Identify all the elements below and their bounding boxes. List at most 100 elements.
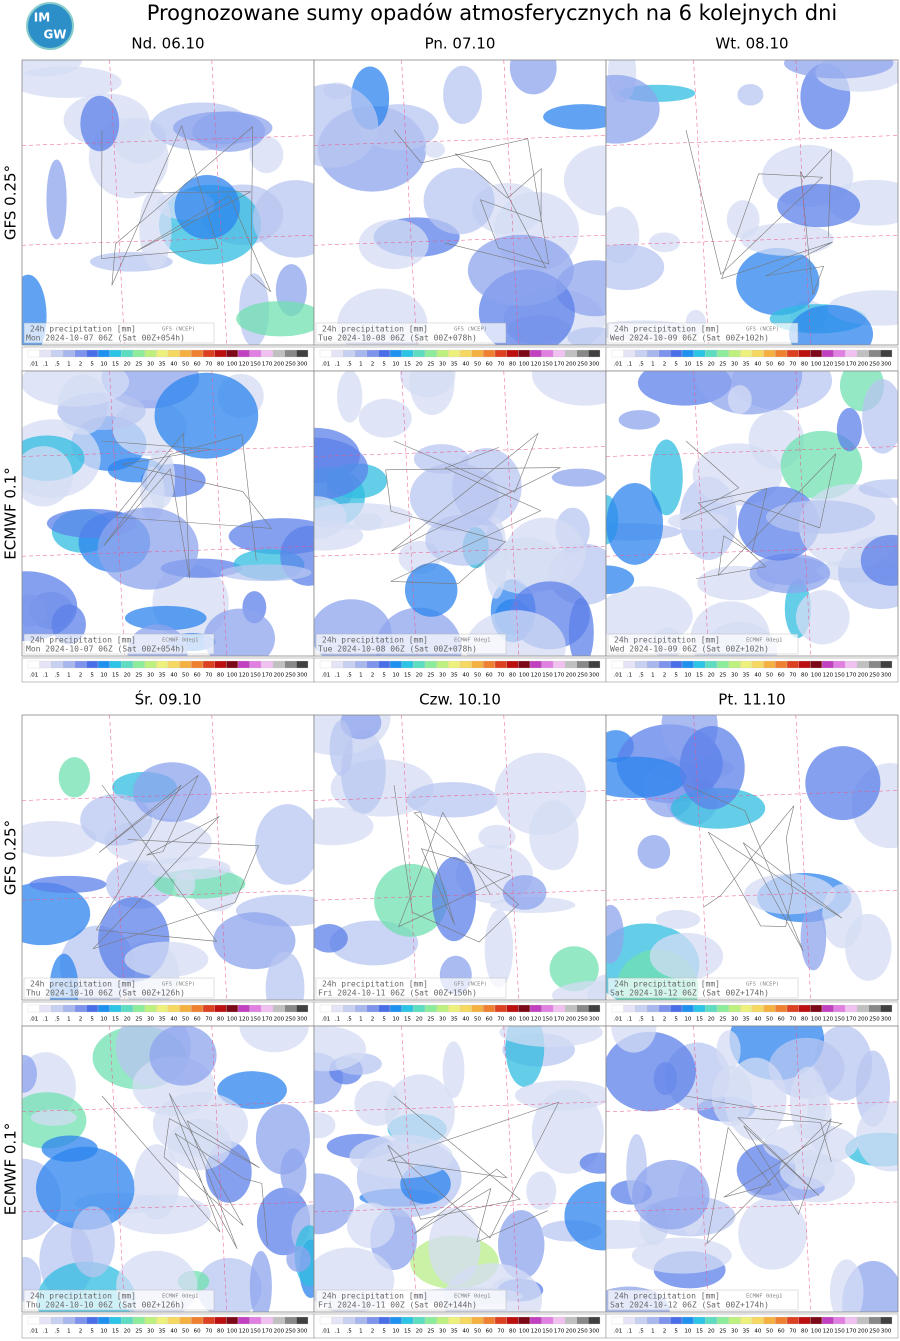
caption-source: ECMWF 0deg1 [162, 1294, 198, 1300]
caption-title: 24h precipitation [mm] [322, 980, 428, 989]
colorbar-cell [821, 349, 834, 358]
colorbar-label: 40 [462, 1017, 469, 1023]
colorbar-cell [284, 349, 297, 358]
colorbar-cell [518, 1004, 531, 1013]
colorbar-cell [97, 1004, 110, 1013]
precip-area [631, 1237, 732, 1274]
colorbar-cell [658, 349, 671, 358]
colorbar-label: 50 [182, 362, 189, 368]
graticule [795, 371, 812, 656]
colorbar-cell [868, 1004, 881, 1013]
precip-area [727, 385, 752, 414]
colorbar-label: 10 [392, 1329, 399, 1335]
map-panel: 24h precipitation [mm] GFS (NCEP)Sat 2024… [605, 714, 899, 1027]
caption-title: 24h precipitation [mm] [30, 636, 136, 645]
colorbar-cell [693, 660, 706, 669]
colorbar-cell [494, 1004, 507, 1013]
colorbar-label: 2 [371, 1017, 375, 1023]
colorbar-label: .1 [627, 1017, 632, 1023]
colorbar-label: 60 [194, 1017, 201, 1023]
precip-area [765, 500, 876, 534]
colorbar-cell [681, 1004, 694, 1013]
colorbar-label: 150 [834, 362, 845, 368]
colorbar-cell [553, 1316, 566, 1325]
colorbar-cell [86, 1316, 99, 1325]
colorbar-cell [576, 1004, 589, 1013]
colorbar-cell [272, 349, 285, 358]
precip-area [384, 1074, 455, 1151]
colorbar-cell [646, 1004, 659, 1013]
colorbar-label: 1 [67, 673, 71, 679]
colorbar-label: 1 [67, 362, 71, 368]
colorbar-label: 250 [577, 362, 588, 368]
colorbar-label: .5 [347, 1017, 353, 1023]
colorbar-label: .1 [43, 362, 48, 368]
colorbar-label: 60 [486, 1017, 493, 1023]
colorbar-label: 80 [801, 1017, 808, 1023]
colorbar-label: 35 [159, 1329, 166, 1335]
precip-area [529, 800, 579, 871]
precip-area [738, 1197, 808, 1270]
precip-area [514, 1080, 606, 1111]
precip-area [567, 327, 606, 345]
colorbar-cell [786, 349, 799, 358]
colorbar-label: 15 [696, 1017, 703, 1023]
colorbar-label: 120 [531, 673, 542, 679]
colorbar-label: 25 [135, 673, 142, 679]
colorbar-label: 80 [509, 362, 516, 368]
colorbar-label: 10 [684, 362, 691, 368]
colorbar-cell [62, 349, 75, 358]
colorbar-cell [564, 1316, 577, 1325]
colorbar-label: 5 [90, 1329, 94, 1335]
colorbar-label: 120 [531, 1329, 542, 1335]
colorbar-label: .01 [29, 1017, 38, 1023]
colorbar-cell [97, 1316, 110, 1325]
precip-area [22, 821, 97, 857]
country-border [101, 1093, 268, 1250]
colorbar-label: 30 [147, 1017, 154, 1023]
colorbar-cell [424, 660, 437, 669]
precip-area [749, 553, 831, 594]
caption-title: 24h precipitation [mm] [30, 325, 136, 334]
colorbar-label: 100 [811, 362, 822, 368]
colorbar-label: 50 [766, 362, 773, 368]
colorbar-label: .5 [55, 362, 61, 368]
colorbar-cell [156, 1004, 169, 1013]
colorbar-cell [716, 349, 729, 358]
colorbar-cell [378, 349, 391, 358]
colorbar-cell [319, 349, 332, 358]
colorbar-label: 300 [881, 1329, 892, 1335]
caption-box [315, 322, 507, 344]
graticule [401, 1026, 417, 1312]
colorbar-label: 10 [684, 673, 691, 679]
colorbar-label: 10 [684, 1017, 691, 1023]
colorbar-label: 70 [205, 362, 212, 368]
colorbar-label: 10 [392, 362, 399, 368]
colorbar-cell [249, 349, 262, 358]
precip-area [22, 371, 130, 407]
colorbar-label: 120 [239, 1017, 250, 1023]
colorbar-cell [693, 349, 706, 358]
colorbar-label: 2 [663, 1017, 667, 1023]
colorbar-cell [576, 660, 589, 669]
colorbar-label: 150 [542, 673, 553, 679]
colorbar-label: 80 [509, 673, 516, 679]
colorbar-cell [237, 1004, 250, 1013]
colorbar-label: 150 [834, 673, 845, 679]
caption-box [23, 977, 215, 999]
colorbar-cell [658, 1316, 671, 1325]
precip-area [239, 1026, 309, 1053]
colorbar-cell [249, 1004, 262, 1013]
colorbar-label: 300 [589, 1017, 600, 1023]
colorbar-label: 10 [684, 1329, 691, 1335]
country-border [685, 129, 833, 295]
colorbar-cell [296, 1316, 309, 1325]
colorbar-cell [459, 660, 472, 669]
precip-area [30, 1109, 77, 1126]
colorbar-label: 200 [566, 673, 577, 679]
colorbar-label: .5 [639, 1017, 645, 1023]
model-label: GFS 0.25° [2, 820, 20, 895]
graticule [693, 371, 709, 656]
colorbar-label: 170 [262, 673, 273, 679]
precip-area [255, 804, 314, 885]
